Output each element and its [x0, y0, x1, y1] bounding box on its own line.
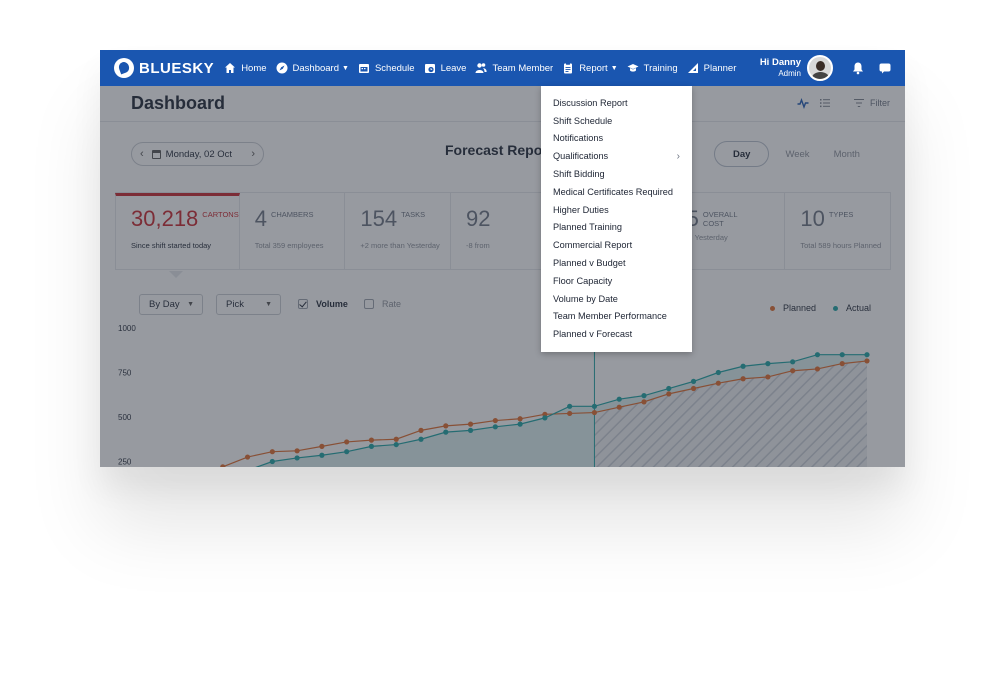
triangle-ruler-icon — [687, 62, 699, 74]
menu-item-label: Volume by Date — [553, 293, 618, 304]
menu-item-label: Commercial Report — [553, 240, 633, 251]
menu-item-higher-duties[interactable]: Higher Duties — [541, 201, 692, 219]
report-dropdown-menu: Discussion Report Shift Schedule Notific… — [541, 86, 692, 352]
menu-item-team-member-performance[interactable]: Team Member Performance — [541, 308, 692, 326]
menu-item-medical-certificates[interactable]: Medical Certificates Required — [541, 183, 692, 201]
bluesky-logo-icon — [114, 58, 134, 78]
menu-item-label: Medical Certificates Required — [553, 186, 673, 197]
chevron-down-icon: ▼ — [342, 64, 349, 72]
menu-item-label: Higher Duties — [553, 204, 609, 215]
nav-item-leave[interactable]: Leave — [424, 62, 467, 74]
menu-item-label: Team Member Performance — [553, 311, 667, 322]
nav-item-dashboard[interactable]: Dashboard ▼ — [276, 62, 349, 74]
menu-item-planned-v-forecast[interactable]: Planned v Forecast — [541, 325, 692, 343]
menu-item-label: Qualifications — [553, 151, 609, 162]
brand-logo[interactable]: BLUESKY — [114, 58, 214, 78]
clipboard-icon — [562, 62, 574, 74]
menu-item-floor-capacity[interactable]: Floor Capacity — [541, 272, 692, 290]
chat-icon[interactable] — [878, 61, 892, 75]
nav-item-label: Dashboard — [292, 62, 340, 74]
user-role: Admin — [778, 69, 801, 78]
user-menu[interactable]: Hi Danny Admin — [760, 55, 905, 81]
top-navigation: BLUESKY Home Dashboard ▼ Schedule Leave … — [100, 50, 905, 86]
compass-icon — [276, 62, 288, 74]
user-greeting: Hi Danny — [759, 57, 801, 68]
menu-item-label: Planned v Budget — [553, 258, 626, 269]
chevron-down-icon: ▼ — [610, 64, 618, 72]
users-icon — [475, 62, 488, 74]
nav-item-label: Team Member — [492, 62, 554, 74]
nav-item-home[interactable]: Home — [224, 62, 267, 74]
menu-item-shift-bidding[interactable]: Shift Bidding — [541, 165, 692, 183]
nav-item-schedule[interactable]: Schedule — [358, 62, 415, 74]
avatar[interactable] — [807, 55, 833, 81]
nav-item-label: Schedule — [374, 62, 415, 74]
bell-icon[interactable] — [851, 61, 865, 75]
menu-item-volume-by-date[interactable]: Volume by Date — [541, 290, 692, 308]
nav-item-team-member[interactable]: Team Member — [475, 62, 553, 74]
app-window: BLUESKY Home Dashboard ▼ Schedule Leave … — [100, 50, 905, 467]
nav-item-label: Planner — [703, 62, 737, 74]
menu-item-label: Notifications — [553, 133, 604, 144]
brand-name: BLUESKY — [139, 59, 215, 77]
menu-item-discussion-report[interactable]: Discussion Report — [541, 94, 692, 112]
chevron-right-icon: › — [676, 150, 680, 162]
nav-item-report[interactable]: Report ▼ — [562, 62, 618, 74]
menu-item-planned-training[interactable]: Planned Training — [541, 219, 692, 237]
menu-item-commercial-report[interactable]: Commercial Report — [541, 236, 692, 254]
menu-item-qualifications[interactable]: Qualifications › — [541, 147, 692, 165]
nav-item-planner[interactable]: Planner — [687, 62, 737, 74]
graduation-cap-icon — [627, 62, 639, 74]
menu-item-planned-v-budget[interactable]: Planned v Budget — [541, 254, 692, 272]
nav-item-label: Leave — [440, 62, 467, 74]
menu-item-label: Discussion Report — [553, 97, 628, 108]
nav-item-training[interactable]: Training — [627, 62, 678, 74]
menu-item-label: Planned Training — [553, 222, 622, 233]
menu-item-notifications[interactable]: Notifications — [541, 130, 692, 148]
menu-item-label: Shift Bidding — [553, 169, 605, 180]
menu-backdrop-overlay[interactable] — [100, 86, 905, 467]
home-icon — [224, 62, 236, 74]
user-info: Hi Danny Admin — [760, 57, 801, 79]
nav-item-label: Report — [579, 62, 608, 74]
menu-item-label: Shift Schedule — [553, 115, 613, 126]
nav-item-label: Home — [241, 62, 267, 74]
calendar-clock-icon — [424, 62, 436, 74]
calendar-icon — [358, 62, 370, 74]
nav-item-label: Training — [643, 62, 678, 74]
menu-item-label: Planned v Forecast — [553, 329, 633, 340]
menu-item-label: Floor Capacity — [553, 275, 613, 286]
menu-item-shift-schedule[interactable]: Shift Schedule — [541, 112, 692, 130]
